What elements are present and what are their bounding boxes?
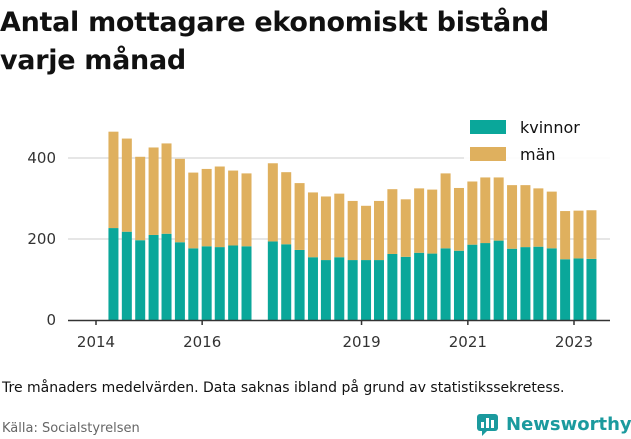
x-tick-label: 2016	[183, 333, 221, 351]
bar-man	[174, 158, 185, 243]
bar-man	[228, 170, 239, 246]
bar-man	[453, 187, 464, 251]
bar-man	[161, 143, 172, 234]
bar-kvinnor	[560, 259, 571, 320]
bar-man	[560, 211, 571, 260]
bar-kvinnor	[467, 244, 478, 320]
y-tick-label: 400	[27, 149, 56, 167]
x-tick-label: 2019	[342, 333, 380, 351]
bar-kvinnor	[188, 248, 199, 320]
bar-man	[108, 131, 119, 229]
bar-kvinnor	[533, 246, 544, 320]
x-tick-label: 2014	[77, 333, 115, 351]
bar-man	[440, 173, 451, 249]
bar-kvinnor	[480, 243, 491, 320]
bar-man	[493, 177, 504, 241]
legend-label: män	[520, 145, 556, 164]
brand-name: Newsworthy	[506, 413, 631, 435]
bar-man	[573, 210, 584, 259]
bar-man	[267, 163, 278, 242]
bar-kvinnor	[294, 249, 305, 320]
x-tick-label: 2023	[555, 333, 593, 351]
bar-man	[214, 166, 225, 248]
source-credit: Källa: Socialstyrelsen	[2, 421, 140, 436]
bar-man	[467, 181, 478, 245]
bar-man	[400, 199, 411, 257]
bar-man	[414, 188, 425, 253]
bar-kvinnor	[334, 257, 345, 320]
y-tick-label: 200	[27, 230, 56, 248]
bar-kvinnor	[241, 246, 252, 320]
bar-kvinnor	[387, 253, 398, 320]
x-axis: 2014 2016 2019 2021 2023	[68, 319, 610, 351]
legend-label: kvinnor	[520, 118, 580, 137]
bar-man	[546, 191, 557, 249]
bar-man	[480, 177, 491, 244]
bar-kvinnor	[361, 260, 372, 320]
bar-kvinnor	[414, 252, 425, 320]
bar-kvinnor	[507, 248, 518, 320]
bar-kvinnor	[347, 260, 358, 320]
bar-kvinnor	[121, 231, 132, 320]
bar-kvinnor	[586, 258, 597, 320]
bar-man	[334, 193, 345, 258]
bar-kvinnor	[214, 247, 225, 320]
legend-swatch	[470, 120, 506, 134]
chart-title: Antal mottagare ekonomiskt bistånd varje…	[0, 4, 631, 80]
bar-kvinnor	[161, 233, 172, 320]
chart-area: 0 200 400 2014 2016 2019 2021 2023 kvinnor män	[27, 116, 612, 351]
chart-title-line-2: varje månad	[0, 45, 186, 76]
bar-man	[507, 185, 518, 249]
x-tick-label: 2021	[449, 333, 487, 351]
legend: kvinnor män	[464, 116, 612, 172]
bar-kvinnor	[440, 248, 451, 320]
bar-kvinnor	[453, 250, 464, 320]
bar-man	[586, 210, 597, 259]
bar-man	[188, 172, 199, 249]
bar-kvinnor	[546, 248, 557, 320]
bar-kvinnor	[135, 240, 146, 320]
bar-kvinnor	[373, 260, 384, 320]
bar-man	[307, 192, 318, 258]
bar-man	[121, 138, 132, 232]
bar-man	[294, 183, 305, 250]
bar-kvinnor	[108, 228, 119, 320]
bar-kvinnor	[228, 245, 239, 320]
bar-man	[347, 200, 358, 261]
bar-kvinnor	[201, 246, 212, 320]
bar-kvinnor	[174, 242, 185, 320]
bar-man	[533, 188, 544, 247]
bar-man	[373, 200, 384, 261]
bar-kvinnor	[520, 247, 531, 320]
chart-title-line-1: Antal mottagare ekonomiskt bistånd	[0, 7, 549, 38]
bar-man	[320, 196, 331, 261]
bar-man	[135, 156, 146, 241]
brand-logo: Newsworthy	[476, 410, 631, 438]
bar-man	[241, 173, 252, 247]
bar-man	[361, 205, 372, 261]
bar-kvinnor	[400, 256, 411, 320]
bar-kvinnor	[320, 260, 331, 320]
bars	[108, 131, 597, 320]
bar-kvinnor	[267, 241, 278, 320]
legend-swatch	[470, 147, 506, 161]
bar-man	[520, 185, 531, 248]
bar-kvinnor	[427, 253, 438, 320]
bar-man	[427, 189, 438, 254]
bar-kvinnor	[573, 258, 584, 320]
bar-kvinnor	[307, 257, 318, 320]
newsworthy-logo-icon	[477, 414, 498, 436]
bar-kvinnor	[148, 234, 159, 320]
y-tick-label: 0	[46, 311, 56, 329]
chart-note: Tre månaders medelvärden. Data saknas ib…	[2, 380, 565, 396]
bar-man	[148, 147, 159, 235]
bar-kvinnor	[281, 244, 292, 320]
bar-kvinnor	[493, 240, 504, 320]
bar-man	[201, 168, 212, 247]
bar-man	[281, 172, 292, 245]
bar-man	[387, 189, 398, 254]
